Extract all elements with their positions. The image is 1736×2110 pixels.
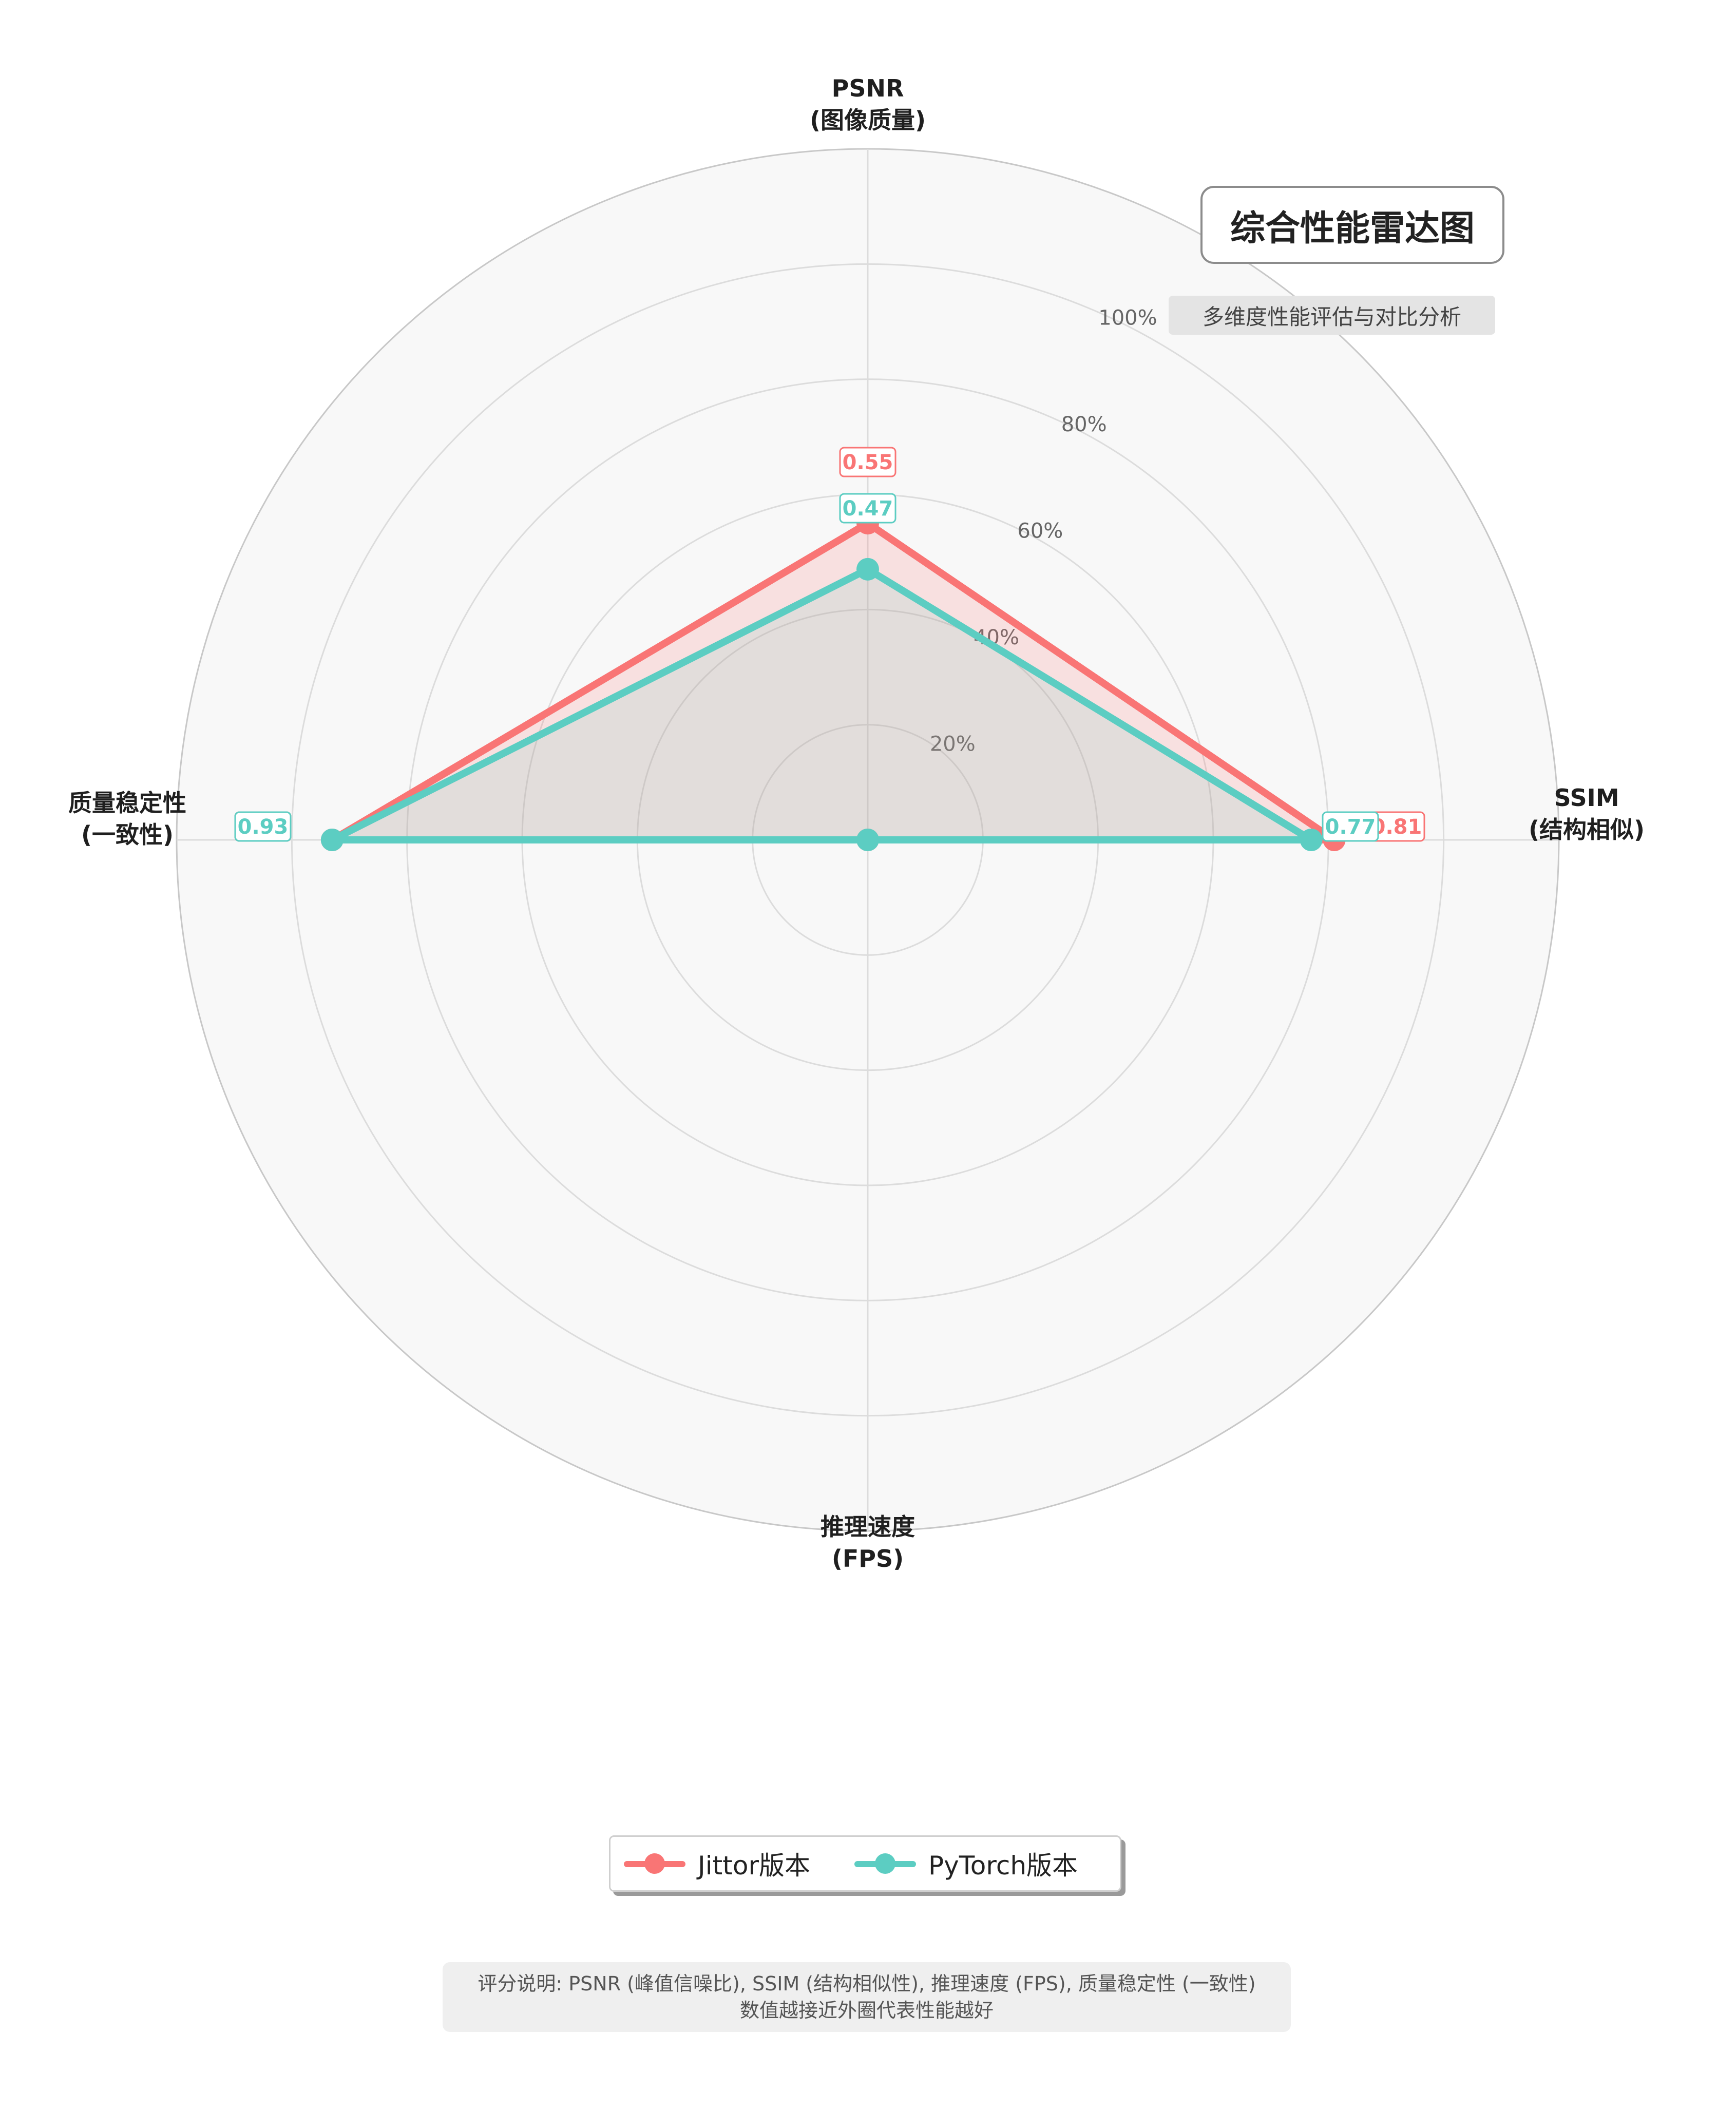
legend-swatch-jittor [624, 1853, 685, 1874]
axis-label-1: SSIM (结构相似) [1529, 784, 1645, 843]
series-1-point-3 [320, 829, 344, 851]
value-label-0-1: 0.81 [1371, 815, 1422, 839]
value-label-box-0-0 [839, 447, 896, 477]
value-label-box-1-1 [1322, 811, 1379, 842]
footnote-line-2: 数值越接近外圈代表性能越好 [739, 1999, 994, 2022]
legend-swatch-pytorch [854, 1853, 916, 1874]
radial-tick-label-3: 80% [1061, 413, 1107, 436]
axis-label-2: 推理速度(FPS) [821, 1513, 915, 1572]
series-1-point-2 [856, 829, 879, 851]
series-area-0 [332, 523, 1334, 840]
legend-label-jittor: Jittor版本 [698, 1851, 810, 1881]
series-area-1 [332, 569, 1311, 840]
radial-tick-label-2: 60% [1017, 520, 1063, 543]
footnote-line-1: 评分说明: PSNR (峰值信噪比), SSIM (结构相似性), 推理速度 (… [478, 1972, 1256, 1995]
legend-item-jittor[interactable]: Jittor版本 [624, 1845, 810, 1882]
legend-marker-jittor [644, 1853, 665, 1874]
chart-subtitle: 多维度性能评估与对比分析 [1169, 296, 1495, 335]
value-label-0-0: 0.55 [843, 451, 893, 474]
value-label-1-0: 0.47 [843, 497, 893, 521]
axis-label-0: PSNR (图像质量) [810, 74, 926, 134]
legend-marker-pytorch [875, 1853, 895, 1874]
value-label-box-1-3 [234, 811, 292, 842]
value-label-1-3: 0.93 [238, 815, 289, 839]
value-label-box-1-0 [839, 493, 896, 524]
legend-label-pytorch: PyTorch版本 [928, 1851, 1078, 1881]
axis-label-3: 质量稳定性(一致性) [68, 789, 186, 849]
radial-tick-label-0: 20% [930, 733, 976, 756]
value-label-1-1: 0.77 [1325, 815, 1376, 839]
radial-tick-label-4: 100% [1098, 306, 1157, 330]
chart-title: 综合性能雷达图 [1200, 186, 1504, 264]
legend: Jittor版本 PyTorch版本 [609, 1835, 1121, 1892]
series-1-point-0 [856, 558, 879, 581]
legend-item-pytorch[interactable]: PyTorch版本 [854, 1845, 1078, 1882]
series-1-point-1 [1300, 829, 1323, 851]
footnote: 评分说明: PSNR (峰值信噪比), SSIM (结构相似性), 推理速度 (… [443, 1962, 1291, 2032]
